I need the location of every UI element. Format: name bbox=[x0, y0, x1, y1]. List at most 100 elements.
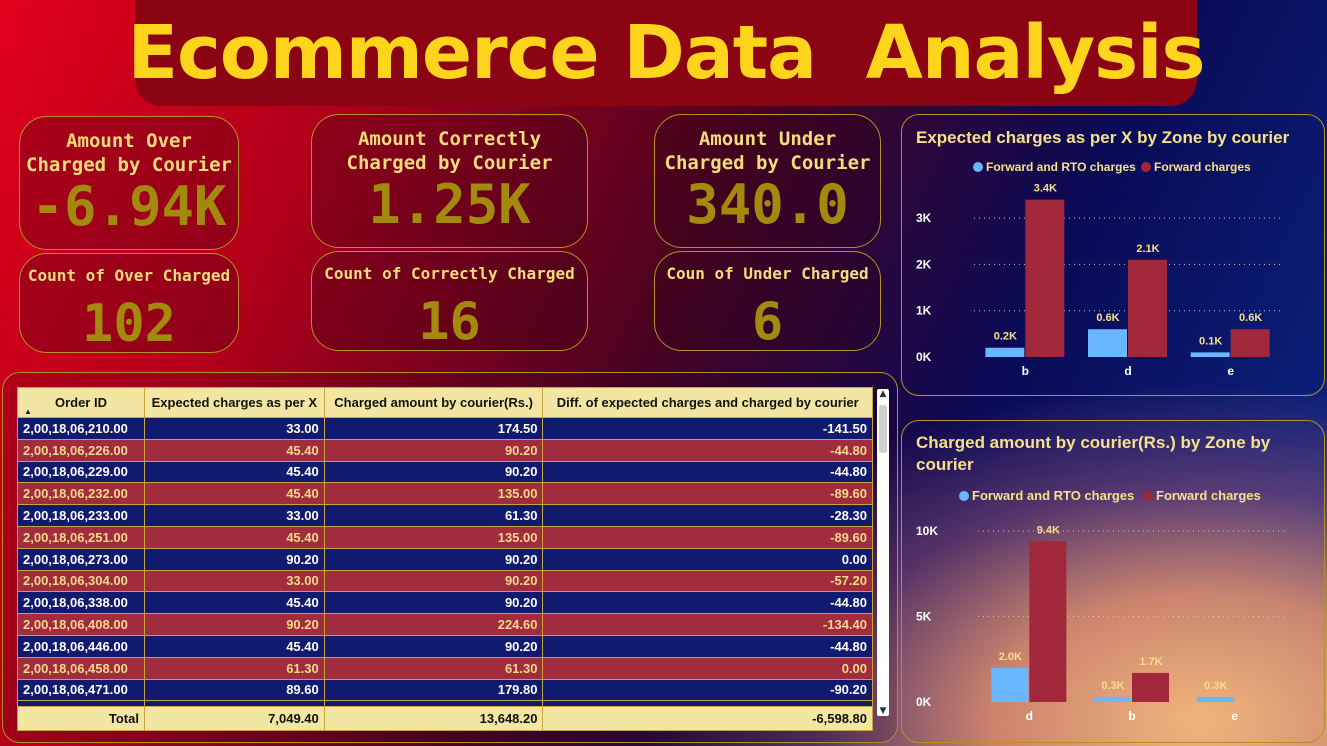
cell-charged: 90.20 bbox=[323, 634, 544, 658]
scroll-up-icon[interactable]: ▲ bbox=[879, 389, 887, 399]
legend-entry[interactable]: Forward and RTO charges bbox=[986, 160, 1136, 174]
bar-forward[interactable] bbox=[1029, 541, 1067, 702]
chart-title: Expected charges as per X by Zone by cou… bbox=[916, 128, 1290, 147]
y-tick-label: 0K bbox=[916, 695, 932, 709]
cell-expected: 33.00 bbox=[143, 417, 325, 440]
table-row[interactable]: 2,00,18,06,232.00 45.40 135.00 -89.60 bbox=[17, 482, 873, 506]
table-row[interactable]: 2,00,18,06,458.00 61.30 61.30 0.00 bbox=[17, 656, 873, 680]
column-header-expected[interactable]: Expected charges as per X bbox=[143, 387, 325, 418]
x-tick-label: d bbox=[1026, 709, 1033, 723]
bar-forward[interactable] bbox=[1132, 672, 1169, 702]
column-header-charged[interactable]: Charged amount by courier(Rs.) bbox=[323, 387, 544, 418]
cell-order-id: 2,00,18,06,233.00 bbox=[17, 504, 145, 527]
bar-forward-rto[interactable] bbox=[1190, 352, 1230, 357]
data-label: 1.7K bbox=[1139, 656, 1162, 668]
cell-charged: 90.20 bbox=[323, 569, 544, 593]
bar-forward[interactable] bbox=[1025, 199, 1065, 357]
y-tick-label: 3K bbox=[916, 211, 932, 225]
cell-charged: 61.30 bbox=[323, 504, 544, 527]
kpi-card-under-amount[interactable]: Amount Under Charged by Courier 340.0 bbox=[654, 114, 881, 248]
table-total-row: Total 7,049.40 13,648.20 -6,598.80 bbox=[17, 706, 873, 732]
table-row[interactable]: 2,00,18,06,471.00 89.60 179.80 -90.20 bbox=[17, 678, 873, 702]
bar-forward-rto[interactable] bbox=[1196, 696, 1234, 702]
table-header-row: Order ID ▲ Expected charges as per X Char… bbox=[17, 387, 873, 418]
cell-expected: 45.40 bbox=[143, 591, 325, 615]
bar-forward-rto[interactable] bbox=[985, 347, 1025, 357]
orders-table: Order ID ▲ Expected charges as per X Char… bbox=[17, 387, 873, 732]
data-label: 2.1K bbox=[1136, 243, 1159, 255]
cell-order-id: 2,00,18,06,251.00 bbox=[17, 525, 145, 549]
kpi-label: Amount Over Charged by Courier bbox=[26, 130, 232, 176]
sort-ascending-icon[interactable]: ▲ bbox=[24, 407, 32, 416]
y-tick-label: 2K bbox=[916, 257, 932, 271]
kpi-label: Amount Correctly Charged by Courier bbox=[346, 128, 553, 174]
kpi-card-correct-count[interactable]: Count of Correctly Charged 16 bbox=[311, 251, 588, 352]
cell-expected: 89.60 bbox=[143, 678, 325, 702]
total-label: Total bbox=[17, 706, 145, 732]
cell-charged: 224.60 bbox=[323, 613, 544, 636]
column-header-order-id[interactable]: Order ID ▲ bbox=[17, 387, 145, 418]
table-row[interactable]: 2,00,18,06,273.00 90.20 90.20 0.00 bbox=[17, 547, 873, 571]
bar-forward[interactable] bbox=[1230, 329, 1270, 357]
legend-entry[interactable]: Forward charges bbox=[1156, 488, 1261, 503]
x-tick-label: d bbox=[1124, 364, 1131, 378]
legend-entry[interactable]: Forward charges bbox=[1154, 160, 1251, 174]
y-tick-label: 1K bbox=[916, 304, 932, 318]
chart-panel-charged: Charged amount by courier(Rs.) by Zone b… bbox=[901, 420, 1325, 743]
kpi-value: 6 bbox=[751, 292, 784, 352]
bar-forward-rto[interactable] bbox=[1094, 696, 1131, 702]
cell-diff: -44.80 bbox=[542, 634, 873, 658]
kpi-label: Amount Under Charged by Courier bbox=[664, 128, 871, 174]
table-scrollbar[interactable]: ▲ ▼ bbox=[877, 389, 889, 716]
cell-charged: 90.20 bbox=[323, 460, 544, 484]
bar-forward-rto[interactable] bbox=[1088, 329, 1127, 357]
kpi-value: 102 bbox=[82, 294, 176, 354]
table-row[interactable]: 2,00,18,06,251.00 45.40 135.00 -89.60 bbox=[17, 525, 873, 549]
table-row[interactable]: 2,00,18,06,233.00 33.00 61.30 -28.30 bbox=[17, 504, 873, 527]
cell-diff: -141.50 bbox=[542, 417, 873, 440]
y-tick-label: 5K bbox=[916, 610, 932, 624]
kpi-card-under-count[interactable]: Coun of Under Charged 6 bbox=[654, 251, 881, 352]
cell-order-id: 2,00,18,06,408.00 bbox=[17, 613, 145, 636]
table-row[interactable]: 2,00,18,06,229.00 45.40 90.20 -44.80 bbox=[17, 460, 873, 484]
kpi-card-over-count[interactable]: Count of Over Charged 102 bbox=[19, 253, 239, 354]
total-charged: 13,648.20 bbox=[323, 706, 544, 732]
cell-diff: -44.80 bbox=[542, 591, 873, 615]
data-label: 9.4K bbox=[1037, 524, 1060, 536]
cell-expected: 45.40 bbox=[143, 525, 325, 549]
table-row[interactable]: 2,00,18,06,226.00 45.40 90.20 -44.80 bbox=[17, 438, 873, 462]
kpi-card-over-amount[interactable]: Amount Over Charged by Courier -6.94K bbox=[19, 116, 239, 250]
scroll-down-icon[interactable]: ▼ bbox=[879, 706, 887, 716]
cell-order-id: 2,00,18,06,210.00 bbox=[17, 417, 145, 440]
kpi-label: Coun of Under Charged bbox=[666, 264, 869, 283]
column-header-diff[interactable]: Diff. of expected charges and charged by… bbox=[542, 387, 873, 418]
cell-diff: -134.40 bbox=[542, 613, 873, 636]
chart-charged-amount: Forward and RTO charges Forward charges 0K… bbox=[916, 488, 1286, 723]
scroll-thumb[interactable] bbox=[879, 405, 887, 453]
y-tick-label: 10K bbox=[916, 524, 938, 538]
cell-diff: 0.00 bbox=[542, 656, 873, 680]
legend-entry[interactable]: Forward and RTO charges bbox=[972, 488, 1134, 503]
kpi-card-correct-amount[interactable]: Amount Correctly Charged by Courier 1.25… bbox=[311, 114, 588, 248]
kpi-value: 340.0 bbox=[686, 173, 849, 236]
chart-legend: Forward and RTO charges Forward charges bbox=[959, 488, 1261, 503]
data-label: 0.3K bbox=[1204, 680, 1227, 692]
cell-expected: 61.30 bbox=[143, 656, 325, 680]
table-row[interactable]: 2,00,18,06,338.00 45.40 90.20 -44.80 bbox=[17, 591, 873, 615]
kpi-label: Count of Correctly Charged bbox=[324, 264, 575, 283]
cell-expected: 33.00 bbox=[143, 569, 325, 593]
cell-expected: 45.40 bbox=[143, 634, 325, 658]
cell-charged: 174.50 bbox=[323, 417, 544, 440]
bar-forward[interactable] bbox=[1128, 259, 1167, 357]
table-row[interactable]: 2,00,18,06,408.00 90.20 224.60 -134.40 bbox=[17, 613, 873, 636]
bar-forward-rto[interactable] bbox=[991, 667, 1029, 702]
cell-diff: -57.20 bbox=[542, 569, 873, 593]
table-row[interactable]: 2,00,18,06,210.00 33.00 174.50 -141.50 bbox=[17, 417, 873, 440]
chart-expected-charges: Forward and RTO charges Forward charges 0K… bbox=[916, 160, 1282, 378]
legend-swatch bbox=[959, 491, 969, 501]
cell-charged: 135.00 bbox=[323, 482, 544, 506]
table-row[interactable]: 2,00,18,06,304.00 33.00 90.20 -57.20 bbox=[17, 569, 873, 593]
cell-diff: -89.60 bbox=[542, 525, 873, 549]
kpi-value: -6.94K bbox=[31, 175, 227, 238]
table-row[interactable]: 2,00,18,06,446.00 45.40 90.20 -44.80 bbox=[17, 634, 873, 658]
